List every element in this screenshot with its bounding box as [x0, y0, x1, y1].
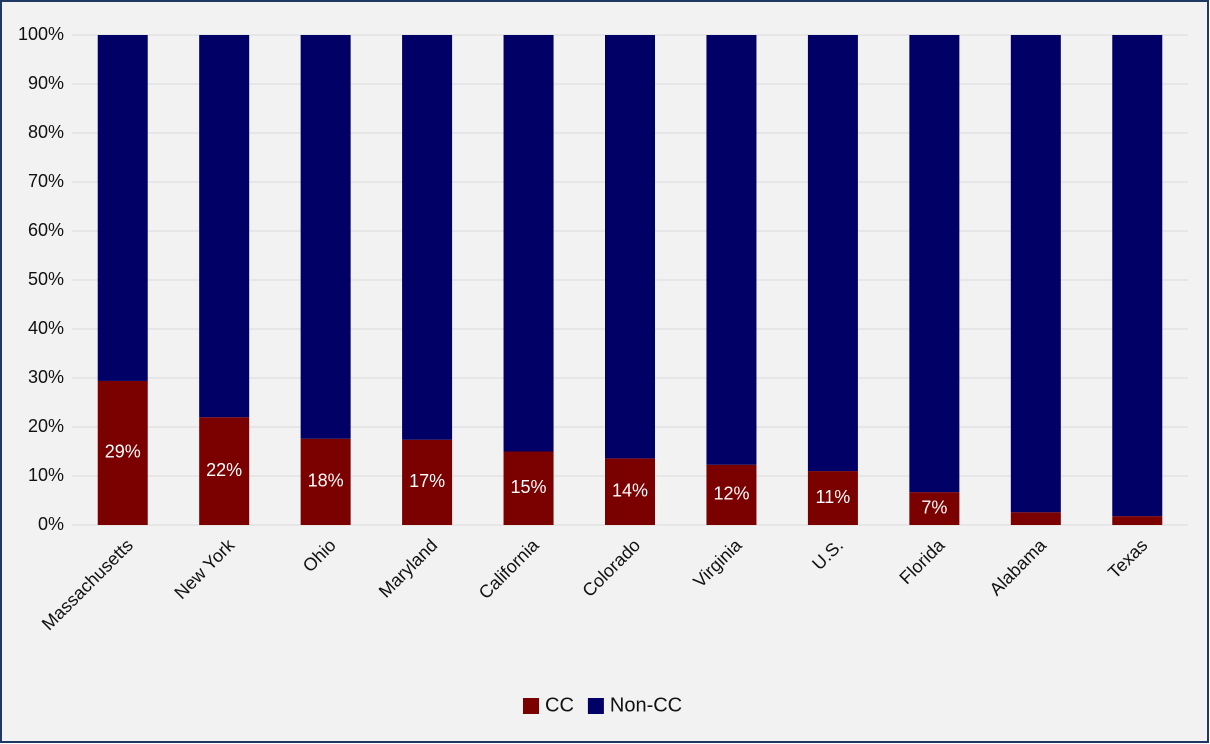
bar-segment [807, 35, 858, 472]
bar-segment [706, 464, 757, 525]
legend-swatch [587, 698, 604, 714]
y-tick-label: 20% [28, 416, 64, 436]
bar-segment [605, 458, 655, 525]
bar-segment [402, 35, 453, 440]
y-tick-label: 80% [28, 122, 64, 142]
bar-segment [909, 492, 960, 525]
bar-segment [807, 471, 858, 525]
y-tick-label: 30% [28, 367, 64, 387]
legend-label: CC [545, 694, 574, 716]
bar-segment [1010, 512, 1061, 525]
legend-swatch [523, 698, 539, 714]
y-tick-label: 70% [28, 171, 64, 191]
y-tick-label: 10% [28, 465, 64, 485]
bar-segment [706, 35, 757, 465]
bar-segment [909, 35, 960, 493]
bar-segment [199, 417, 250, 525]
bar-segment [97, 35, 148, 381]
data-label: 29% [105, 442, 141, 462]
bar-segment [1112, 516, 1163, 525]
legend-label: Non-CC [610, 694, 682, 716]
data-label: 12% [713, 484, 749, 504]
bar-segment [300, 35, 351, 439]
bar-segment [605, 35, 655, 459]
y-tick-label: 40% [28, 318, 64, 338]
data-label: 7% [921, 497, 947, 517]
bar-segment [503, 451, 554, 525]
data-label: 18% [308, 471, 344, 491]
y-tick-label: 60% [28, 220, 64, 240]
y-tick-label: 90% [28, 73, 64, 93]
bar-segment [1112, 35, 1163, 517]
bar-segment [97, 380, 148, 525]
data-label: 17% [409, 471, 445, 491]
data-label: 15% [511, 477, 547, 497]
data-label: 22% [206, 460, 242, 480]
data-label: 14% [612, 480, 648, 500]
y-tick-label: 100% [18, 24, 64, 44]
y-tick-label: 50% [28, 269, 64, 289]
bar-segment [402, 439, 453, 525]
bar-segment [199, 35, 250, 418]
bar-segment [503, 35, 554, 452]
y-tick-label: 0% [38, 514, 64, 534]
bar-segment [1010, 35, 1061, 513]
data-label: 11% [816, 487, 851, 507]
bar-segment [300, 438, 351, 525]
